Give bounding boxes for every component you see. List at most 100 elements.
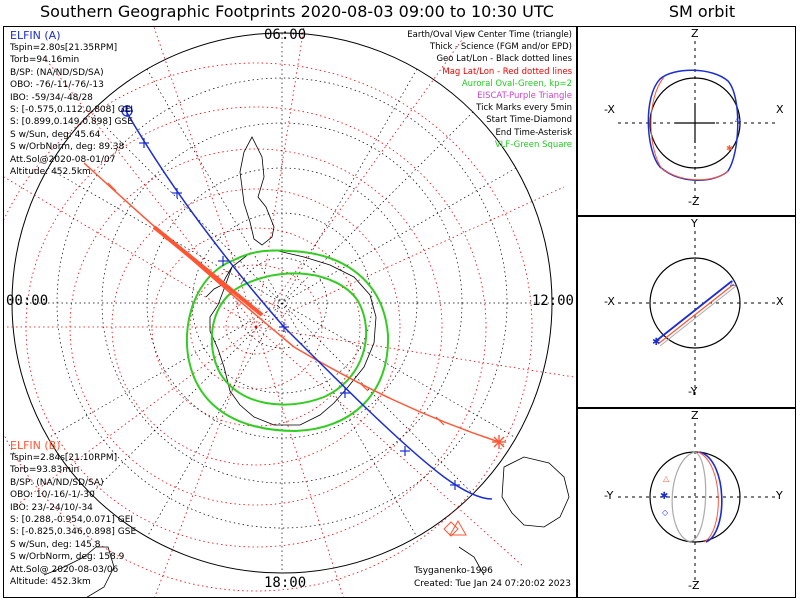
auroral-oval-inner	[210, 272, 368, 406]
elfin-a-tick-marks	[139, 138, 460, 490]
legend-item: End Time-Asterisk	[495, 127, 572, 138]
elfin-b-start-diamond	[443, 521, 459, 537]
legend-item: Mag Lat/Lon - Red dotted lines	[442, 66, 572, 77]
elfin-b-line: OBO: 10/-16/-1/-30	[10, 490, 95, 501]
axis-label-right: X	[776, 295, 784, 308]
axis-label-top: Z	[691, 27, 699, 40]
axis-label-top: Y	[691, 217, 698, 230]
hour-label-left: 00:00	[6, 293, 49, 309]
elfin-a-line: S: [0.899,0.149,0.898] GSE	[10, 117, 133, 128]
hour-label-top: 06:00	[264, 27, 307, 43]
auroral-oval-outer	[186, 249, 390, 433]
axis-label-bottom: -Y	[688, 385, 698, 398]
elfin-b-track	[83, 162, 506, 537]
elfin-b-line: B/SP: (NA/ND/SD/SA)	[10, 477, 104, 488]
field-model-label: Tsyganenko-1996	[414, 566, 493, 576]
sm-orbit-yz-panel: ✱ ◇ △ Z -Z -Y Y	[577, 408, 796, 598]
elfin-b-line: Att.Sol@ 2020-08-03/06	[10, 564, 119, 575]
elfin-b-line: S: [0.288,-0.954,0.071] GEI	[10, 515, 134, 526]
elfin-a-line: Att.Sol@2020-08-01/07	[10, 154, 116, 165]
elfin-a-line: S w/OrbNorm, deg: 89.38	[10, 142, 125, 153]
south-africa-coastline	[43, 546, 115, 597]
elfin-a-start-icon: ✱	[660, 491, 668, 502]
elfin-b-marker-icon: ✱	[726, 144, 733, 153]
elfin-a-header: ELFIN (A)	[10, 29, 61, 42]
axis-label-bottom: -Z	[688, 195, 700, 208]
sm-orbit-xy-panel: ✱ △ Y -Y -X X	[577, 216, 796, 408]
legend-item: Auroral Oval-Green, kp=2	[461, 78, 572, 89]
sm-yz-plot: ✱ ◇ △	[618, 423, 778, 585]
elfin-b-line: S w/OrbNorm, deg: 158.9	[10, 552, 125, 563]
elfin-a-start-icon: ✱	[652, 337, 660, 348]
hour-label-right: 12:00	[531, 293, 574, 309]
hour-label-bottom: 18:00	[264, 575, 307, 591]
earth-circle	[649, 77, 741, 169]
elfin-a-diamond-icon: ◇	[662, 508, 669, 517]
axis-label-bottom: -Z	[688, 579, 700, 592]
elfin-a-orbit	[647, 69, 739, 181]
created-timestamp: Created: Tue Jan 24 07:20:02 2023	[414, 579, 571, 589]
legend-item: Start Time-Diamond	[486, 115, 572, 126]
auroral-ovals	[186, 249, 390, 433]
elfin-a-line: Tspin=2.80s[21.35RPM]	[10, 43, 118, 53]
geo-lat-grid	[12, 33, 552, 573]
footprint-map: ELFIN (A) Tspin=2.80s[21.35RPM] Torb=94.…	[3, 26, 577, 598]
elfin-a-start-marker	[121, 105, 133, 117]
legend-item: Tick Marks every 5min	[476, 103, 572, 114]
sm-xy-plot: ✱ △	[618, 231, 778, 395]
elfin-b-line: Tspin=2.84s[21.10RPM]	[10, 453, 118, 463]
elfin-a-track	[121, 105, 493, 500]
new-zealand-coastline	[458, 546, 485, 576]
axis-label-left: -X	[604, 295, 615, 308]
elfin-b-info: ELFIN (B) Tspin=2.84s[21.10RPM] Torb=93.…	[10, 439, 136, 588]
legend-item: Geo Lat/Lon - Black dotted lines	[436, 54, 572, 65]
australia-coastline	[501, 456, 570, 528]
elfin-b-science-segment	[152, 225, 264, 317]
elfin-a-line: OBO: -76/-11/-76/-13	[10, 80, 104, 91]
map-legend: Earth/Oval View Center Time (triangle) T…	[407, 29, 572, 151]
sm-xz-plot: △ ✱	[618, 41, 778, 203]
elfin-a-line: S: [-0.575,0.112,0.808] GEI	[10, 105, 134, 116]
elfin-b-line: S w/Sun, deg: 145.8	[10, 539, 101, 550]
elfin-b-line: IBO: 23/-24/10/-34	[10, 502, 93, 513]
polar-map-plot	[4, 27, 575, 597]
antarctica-coastline	[209, 249, 377, 426]
axis-label-left: -Y	[604, 489, 614, 502]
elfin-b-orbit	[697, 451, 719, 543]
main-title: Southern Geographic Footprints 2020-08-0…	[40, 2, 554, 21]
elfin-b-header: ELFIN (B)	[10, 439, 61, 452]
legend-item: EISCAT-Purple Triangle	[477, 91, 572, 102]
elfin-b-marker-icon: △	[663, 474, 670, 483]
axis-label-right: X	[776, 103, 784, 116]
elfin-a-marker-icon: △	[730, 278, 737, 288]
elfin-a-line: S w/Sun, deg: 45.64	[10, 129, 101, 140]
elfin-a-line: B/SP: (NA/ND/SD/SA)	[10, 67, 104, 78]
legend-item: VLF-Green Square	[494, 139, 572, 150]
earth-circle	[649, 257, 741, 349]
elfin-b-tick-marks	[107, 182, 445, 426]
elfin-a-line: IBO: -59/34/-48/28	[10, 92, 93, 103]
sm-orbit-title: SM orbit	[668, 2, 736, 21]
elfin-a-marker-icon: △	[735, 114, 742, 123]
orbit-shadow	[671, 451, 707, 542]
elfin-b-line: S: [-0.825,0.346,0.898] GSE	[10, 527, 137, 538]
elfin-a-line: Altitude: 452.5km	[10, 167, 91, 178]
elfin-a-orbit	[655, 280, 733, 342]
elfin-a-orbit	[699, 451, 723, 543]
elfin-b-line: Torb=93.83min	[10, 465, 80, 476]
orbit-shadow	[659, 285, 737, 347]
elfin-b-line: Altitude: 452.3km	[10, 577, 91, 588]
elfin-b-end-asterisk	[492, 435, 506, 449]
elfin-b-view-center-triangle	[449, 519, 467, 536]
elfin-a-info: ELFIN (A) Tspin=2.80s[21.35RPM] Torb=94.…	[10, 29, 133, 178]
axis-label-right: Y	[776, 489, 783, 502]
legend-item: Earth/Oval View Center Time (triangle)	[407, 30, 572, 40]
sm-orbit-xz-panel: △ ✱ Z -Z -X X	[577, 26, 796, 216]
south-america-coastline	[239, 136, 275, 246]
legend-item: Thick - Science (FGM and/or EPD)	[429, 42, 572, 53]
axis-label-left: -X	[604, 103, 615, 116]
elfin-a-line: Torb=94.16min	[10, 55, 80, 66]
elfin-b-orbit	[650, 76, 729, 181]
elfin-b-orbit	[657, 283, 735, 345]
axis-label-top: Z	[691, 409, 699, 422]
